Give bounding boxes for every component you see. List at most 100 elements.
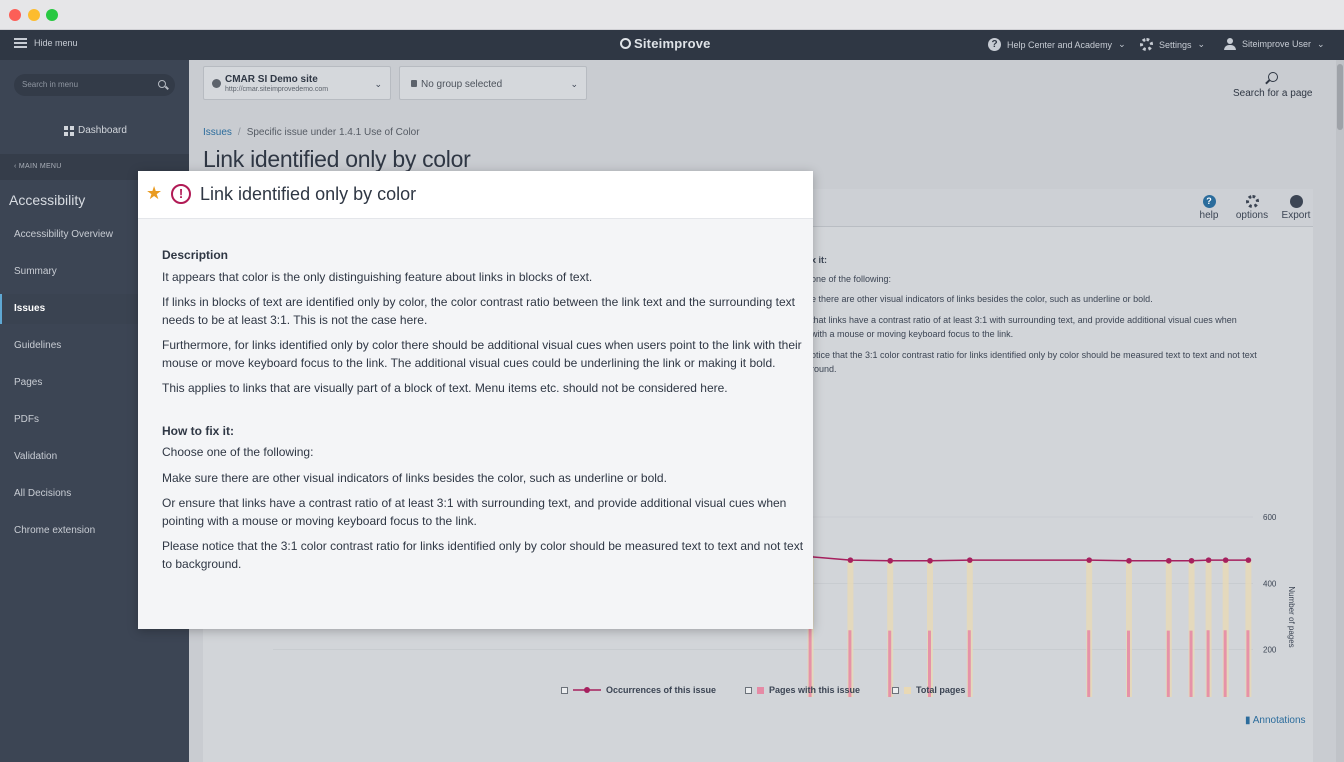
site-url: http://cmar.siteimprovedemo.com (225, 86, 329, 93)
bg-fix-text: round. (811, 364, 837, 374)
checkbox[interactable] (892, 686, 899, 694)
legend-pages[interactable]: Pages with this issue (745, 685, 860, 695)
export-icon (1289, 195, 1303, 208)
occurrence-point (1166, 557, 1172, 564)
legend-label: Occurrences of this issue (606, 685, 717, 695)
brand-logo[interactable]: Siteimprove (620, 36, 711, 51)
occurrence-point (967, 557, 973, 563)
occurrence-point (927, 557, 933, 564)
window-maximize-button[interactable] (46, 9, 58, 21)
page-scrollbar[interactable] (1336, 60, 1344, 762)
fix-text: Choose one of the following: (162, 445, 314, 459)
pages-with-issue-bar (1246, 630, 1250, 697)
group-label: No group selected (421, 79, 503, 90)
bg-fix-text: otice that the 3:1 color contrast ratio … (811, 350, 1257, 360)
menu-search-input[interactable]: Search in menu (14, 74, 175, 96)
help-center-label: Help Center and Academy (1007, 39, 1113, 50)
page-title: Link identified only by color (203, 146, 471, 172)
total-pages-bar (1188, 560, 1195, 697)
checkbox[interactable] (745, 686, 752, 694)
total-pages-bar (1086, 560, 1093, 697)
help-button[interactable]: ? help (1187, 195, 1231, 221)
brand-name: Siteimprove (634, 36, 711, 51)
help-center-menu[interactable]: ? Help Center and Academy ⌄ (988, 38, 1126, 51)
modal-body: Description It appears that color is the… (162, 247, 807, 581)
site-selector[interactable]: CMAR SI Demo site http://cmar.siteimprov… (203, 66, 391, 100)
chevron-down-icon: ⌄ (374, 79, 382, 89)
legend-occurrences[interactable]: Occurrences of this issue (561, 685, 716, 695)
annotations-link[interactable]: ▮ Annotations (1245, 715, 1306, 726)
window-minimize-button[interactable] (28, 9, 40, 21)
export-button[interactable]: Export (1274, 195, 1318, 221)
user-name: Siteimprove User (1242, 39, 1312, 49)
sidebar-item-guidelines[interactable]: Guidelines (14, 340, 62, 351)
help-label: help (1199, 210, 1219, 221)
help-icon: ? (1202, 195, 1216, 208)
dashboard-label: Dashboard (78, 125, 127, 136)
gear-icon (1140, 38, 1153, 51)
legend-label: Pages with this issue (769, 685, 861, 695)
globe-icon (212, 79, 221, 88)
logo-icon (620, 38, 631, 49)
description-text: If links in blocks of text are identifie… (162, 295, 796, 327)
alert-icon: ! (171, 184, 191, 204)
sidebar-item-summary[interactable]: Summary (14, 266, 57, 277)
occurrence-point (847, 557, 854, 563)
fix-heading: How to fix it: (162, 423, 234, 438)
dashboard-icon (64, 125, 74, 136)
modal-header: ★ ! Link identified only by color (138, 171, 813, 219)
occurrences-line (810, 556, 1249, 562)
fix-text: Please notice that the 3:1 color contras… (162, 539, 804, 571)
sidebar-item-accessibility-overview[interactable]: Accessibility Overview (14, 229, 113, 240)
legend-label: Total pages (916, 685, 966, 695)
sidebar-item-validation[interactable]: Validation (14, 451, 58, 462)
sidebar-item-pages[interactable]: Pages (14, 377, 43, 388)
window-close-button[interactable] (9, 9, 21, 21)
site-name: CMAR SI Demo site (225, 74, 318, 85)
scrollbar-thumb[interactable] (1337, 64, 1343, 130)
pages-with-issue-bar (1087, 630, 1091, 697)
bg-fix-text: one of the following: (811, 274, 892, 284)
sidebar-item-pdfs[interactable]: PDFs (14, 414, 39, 425)
pages-with-issue-bar (1206, 630, 1210, 697)
options-label: options (1235, 210, 1269, 221)
user-menu[interactable]: Siteimprove User ⌄ (1224, 38, 1325, 50)
pages-with-issue-bar (888, 630, 892, 697)
search-page-label: Search for a page (1233, 88, 1313, 99)
options-button[interactable]: options (1230, 195, 1274, 221)
settings-label: Settings (1159, 39, 1192, 50)
breadcrumb-issues-link[interactable]: Issues (203, 127, 232, 138)
gear-icon (1245, 195, 1259, 208)
legend-total[interactable]: Total pages (892, 685, 965, 695)
occurrence-point (1245, 557, 1252, 563)
question-icon: ? (988, 38, 1001, 51)
chevron-down-icon: ⌄ (1118, 39, 1126, 49)
checkbox[interactable] (561, 686, 568, 694)
y-tick-label: 400 (1263, 579, 1277, 588)
sidebar-item-all-decisions[interactable]: All Decisions (14, 488, 72, 499)
main-menu-label: MAIN MENU (18, 163, 62, 170)
settings-menu[interactable]: Settings ⌄ (1140, 38, 1205, 51)
occurrence-point (1126, 557, 1132, 564)
pages-with-issue-bar (848, 630, 852, 697)
window-titlebar (0, 0, 1344, 30)
dashboard-link[interactable]: Dashboard (64, 125, 127, 136)
bg-fix-text: e there are other visual indicators of l… (811, 294, 1153, 304)
group-selector[interactable]: No group selected ⌄ (399, 66, 587, 100)
total-pages-bar (927, 560, 933, 697)
occurrence-point (1188, 557, 1195, 564)
bg-fix-text: with a mouse or moving keyboard focus to… (811, 329, 1014, 339)
pages-with-issue-bar (1223, 630, 1227, 697)
total-pages-bar (1245, 560, 1252, 697)
search-page-button[interactable]: Search for a page (1233, 72, 1313, 99)
hide-menu-button[interactable]: Hide menu (14, 38, 78, 48)
sidebar-item-chrome-extension[interactable]: Chrome extension (14, 525, 96, 536)
fix-text: Make sure there are other visual indicat… (162, 470, 667, 485)
user-icon (1224, 38, 1236, 50)
total-pages-bar (1205, 560, 1212, 697)
occurrence-point (1222, 557, 1229, 563)
description-text: It appears that color is the only distin… (162, 269, 593, 284)
pages-with-issue-bar (967, 630, 971, 697)
breadcrumb-current: Specific issue under 1.4.1 Use of Color (246, 127, 420, 138)
star-icon[interactable]: ★ (146, 183, 163, 203)
